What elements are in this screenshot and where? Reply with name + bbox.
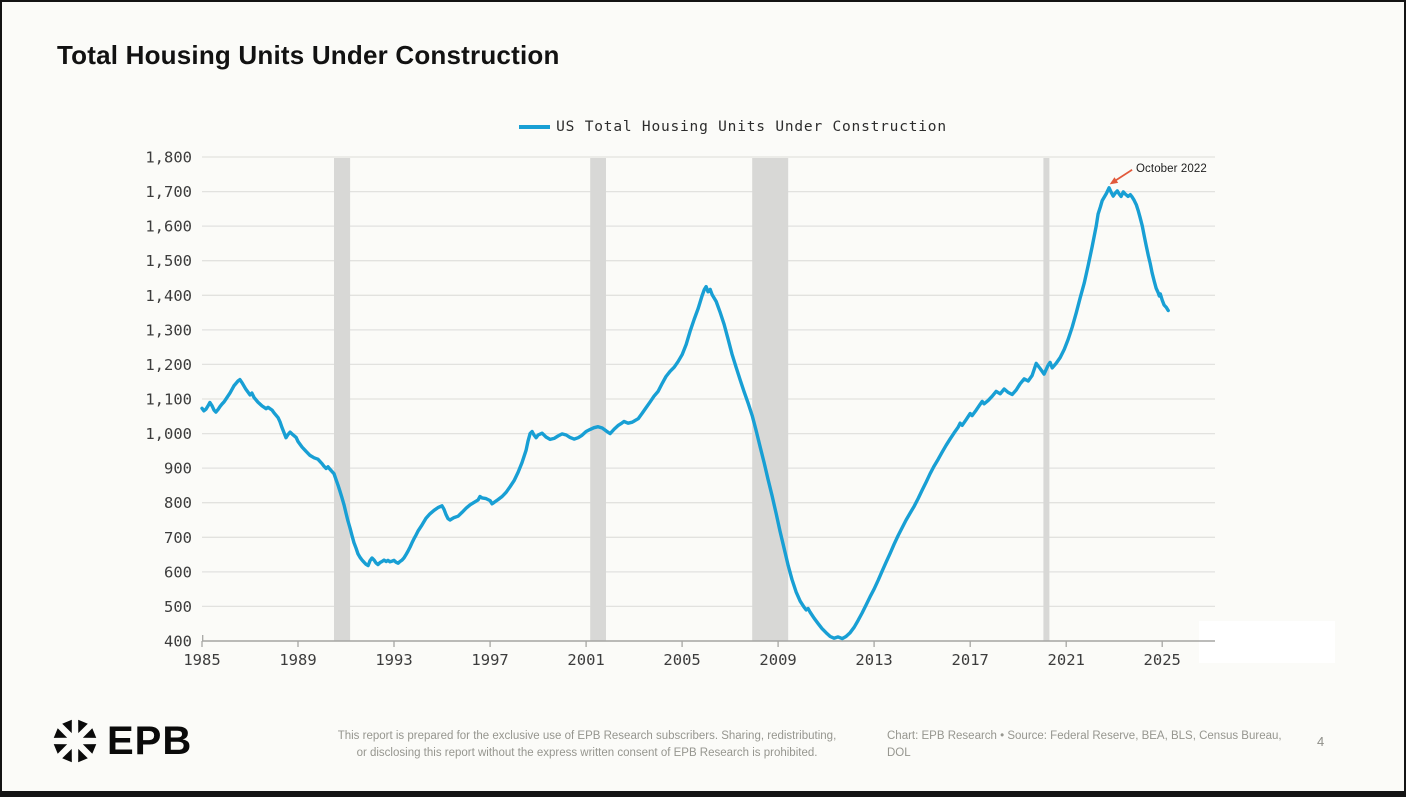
x-tick-label-2001: 2001: [567, 651, 604, 669]
epb-logo-wedge: [82, 744, 97, 754]
series-line: [200, 186, 1170, 641]
recession-band-0: [334, 158, 351, 641]
epb-logo-text: EPB: [107, 718, 193, 763]
x-tick-label-1997: 1997: [471, 651, 508, 669]
y-tick-label-400: 400: [164, 633, 192, 651]
footer: EPB This report is prepared for the excl…: [2, 704, 1404, 784]
x-tick-label-1989: 1989: [279, 651, 316, 669]
epb-logo-icon: [53, 719, 97, 763]
y-tick-label-700: 700: [164, 529, 192, 547]
page-title: Total Housing Units Under Construction: [57, 40, 560, 70]
disclaimer-text: This report is prepared for the exclusiv…: [287, 728, 887, 763]
x-tick-label-2021: 2021: [1048, 651, 1085, 669]
y-tick-label-1200: 1,200: [145, 356, 192, 374]
y-tick-label-600: 600: [164, 563, 192, 581]
epb-logo-wedge: [78, 719, 88, 734]
y-tick-label-1300: 1,300: [145, 321, 192, 339]
source-credit-text: Chart: EPB Research • Source: Federal Re…: [887, 730, 1282, 760]
x-tick-label-1985: 1985: [183, 651, 220, 669]
y-tick-label-1700: 1,700: [145, 183, 192, 201]
recession-band-3: [1043, 158, 1050, 641]
legend-line-swatch: [519, 125, 551, 129]
epb-logo-wedge: [53, 744, 68, 754]
white-patch: [1199, 621, 1335, 663]
y-tick-label-900: 900: [164, 460, 192, 478]
page-number: 4: [1317, 734, 1325, 749]
epb-logo-wedge: [82, 728, 97, 738]
epb-logo-wedge: [62, 719, 72, 734]
x-tick-label-1993: 1993: [375, 651, 412, 669]
y-tick-label-1000: 1,000: [145, 425, 192, 443]
x-tick-label-2009: 2009: [759, 651, 796, 669]
epb-logo-wedge: [78, 748, 88, 763]
annotation-october-2022: October 2022: [1136, 163, 1207, 175]
y-tick-label-1100: 1,100: [145, 391, 192, 409]
chart-legend: US Total Housing Units Under Constructio…: [2, 119, 1404, 135]
recession-band-2: [752, 158, 789, 641]
y-tick-label-1800: 1,800: [145, 149, 192, 167]
x-tick-label-2017: 2017: [952, 651, 989, 669]
annotation-arrow-head: [1109, 177, 1119, 185]
housing-units-chart: 1985 1989 1993 1997 2001 2005 2009 2013 2017 2021…: [145, 149, 1335, 669]
annotation-arrow-line: [1114, 169, 1133, 182]
epb-logo-wedge: [62, 748, 72, 763]
disclaimer-line-2: or disclosing this report without the ex…: [356, 747, 818, 760]
y-tick-label-1500: 1,500: [145, 252, 192, 270]
x-tick-label-2013: 2013: [855, 651, 892, 669]
x-tick-label-2025: 2025: [1144, 651, 1181, 669]
epb-logo-wedge: [53, 728, 68, 738]
x-tick-label-2005: 2005: [663, 651, 700, 669]
legend-label: US Total Housing Units Under Constructio…: [556, 119, 947, 135]
y-tick-label-800: 800: [164, 494, 192, 512]
y-tick-label-1600: 1,600: [145, 218, 192, 236]
recession-band-1: [590, 158, 606, 641]
disclaimer-line-1: This report is prepared for the exclusiv…: [337, 730, 837, 742]
y-tick-label-500: 500: [164, 598, 192, 616]
epb-logo: EPB: [52, 718, 192, 764]
y-tick-label-1400: 1,400: [145, 287, 192, 305]
